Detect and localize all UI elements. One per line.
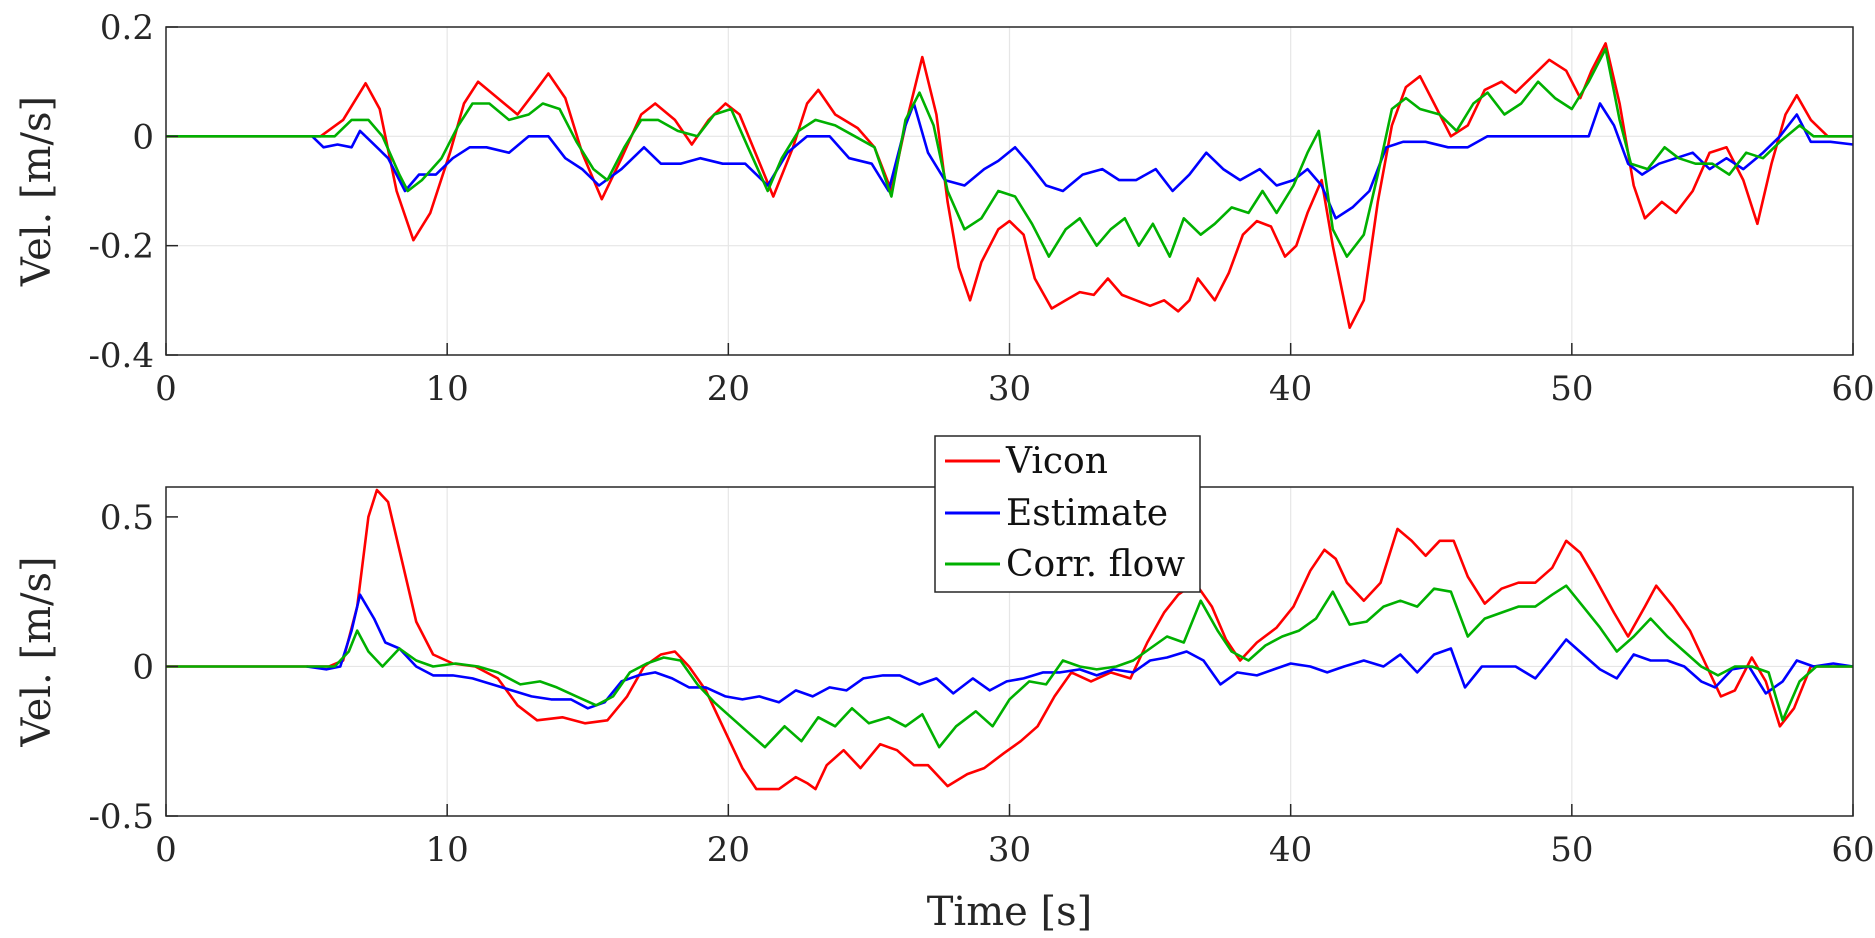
x-tick-label: 0 [155,369,177,409]
legend-entry-corr-flow: Corr. flow [945,544,1185,585]
x-tick-label: 30 [988,830,1031,870]
legend-entry-vicon: Vicon [945,441,1108,482]
x-tick-label: 20 [707,830,750,870]
y-axis-label: Vel. [m/s] [14,556,60,747]
legend-label: Corr. flow [1006,544,1185,585]
series-line-estimate [311,102,1854,220]
x-axis-ticks: 0 10 20 30 40 50 60 [155,343,1875,409]
x-axis-ticks: 0 10 20 30 40 50 60 [155,804,1875,870]
series-line-corr-flow [166,584,1853,749]
grid-lines [166,487,1853,816]
series-line-vicon [166,42,1853,330]
x-tick-label: 60 [1831,830,1874,870]
y-tick-label: -0.2 [88,227,154,267]
x-tick-label: 40 [1269,830,1312,870]
x-tick-label: 20 [707,369,750,409]
y-axis-ticks: -0.5 0 0.5 [88,498,178,837]
series-line-estimate [306,593,1854,710]
legend-label: Vicon [1005,441,1108,482]
x-axis-label: Time [s] [927,889,1093,935]
x-tick-label: 50 [1550,369,1593,409]
y-tick-label: 0.5 [100,498,154,538]
y-tick-label: -0.4 [88,336,154,376]
legend-entry-estimate: Estimate [945,493,1168,534]
x-tick-label: 60 [1831,369,1874,409]
y-axis-label: Vel. [m/s] [14,96,60,287]
x-tick-label: 0 [155,830,177,870]
series-line-corr-flow [166,47,1853,258]
y-tick-label: -0.5 [88,797,154,837]
x-tick-label: 40 [1269,369,1312,409]
series-line-vicon [166,488,1853,791]
x-tick-label: 10 [426,369,469,409]
series-lines [166,42,1854,330]
y-tick-label: 0 [132,117,154,157]
x-tick-label: 50 [1550,830,1593,870]
x-tick-label: 10 [426,830,469,870]
y-axis-ticks: -0.4 -0.2 0 0.2 [88,8,178,376]
velocity-plot-top: 0 10 20 30 40 50 60 -0.4 -0.2 0 0.2 Vel. [m/s] [14,8,1875,409]
series-lines [166,488,1854,791]
y-tick-label: 0 [132,647,154,687]
y-tick-label: 0.2 [100,8,154,48]
legend: Vicon Estimate Corr. flow [934,435,1201,593]
legend-label: Estimate [1006,493,1168,534]
x-tick-label: 30 [988,369,1031,409]
